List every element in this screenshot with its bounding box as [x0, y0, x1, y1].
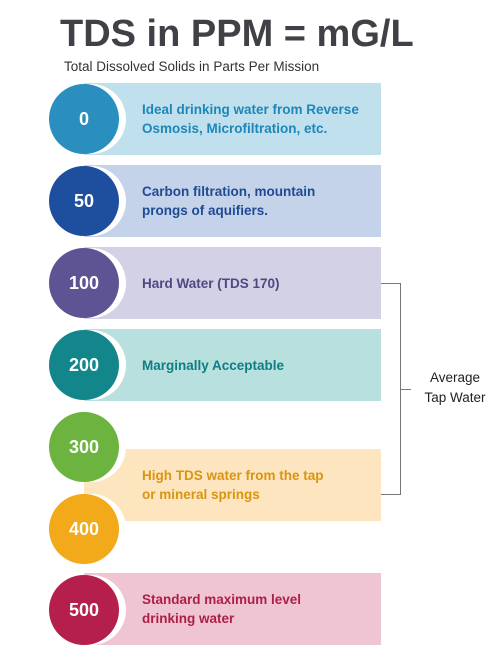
level-circle-200: 200 — [49, 330, 119, 400]
band-level-500: Standard maximum level drinking water — [84, 573, 381, 645]
level-circle-400: 400 — [49, 494, 119, 564]
level-circle-500: 500 — [49, 575, 119, 645]
level-circle-50: 50 — [49, 166, 119, 236]
band-description: High TDS water from the tap or mineral s… — [142, 468, 324, 502]
band-level-200: Marginally Acceptable — [84, 329, 381, 401]
bracket-connector — [401, 389, 411, 390]
band-description: Ideal drinking water from Reverse Osmosi… — [142, 102, 359, 136]
band-level-300-400: High TDS water from the tap or mineral s… — [84, 449, 381, 521]
level-circle-100: 100 — [49, 248, 119, 318]
band-description: Marginally Acceptable — [142, 357, 285, 373]
level-circle-300: 300 — [49, 412, 119, 482]
band-level-100: Hard Water (TDS 170) — [84, 247, 381, 319]
page-subtitle: Total Dissolved Solids in Parts Per Miss… — [64, 59, 320, 74]
band-description: Carbon filtration, mountain prongs of aq… — [142, 184, 316, 218]
level-circle-0: 0 — [49, 84, 119, 154]
band-description: Standard maximum level drinking water — [142, 592, 302, 626]
page-title: TDS in PPM = mG/L — [60, 13, 414, 55]
band-level-50: Carbon filtration, mountain prongs of aq… — [84, 165, 381, 237]
band-description: Hard Water (TDS 170) — [142, 275, 280, 291]
average-tap-water-label: Average Tap Water — [424, 370, 486, 405]
average-tap-water-bracket — [381, 283, 401, 495]
band-level-0: Ideal drinking water from Reverse Osmosi… — [84, 83, 381, 155]
